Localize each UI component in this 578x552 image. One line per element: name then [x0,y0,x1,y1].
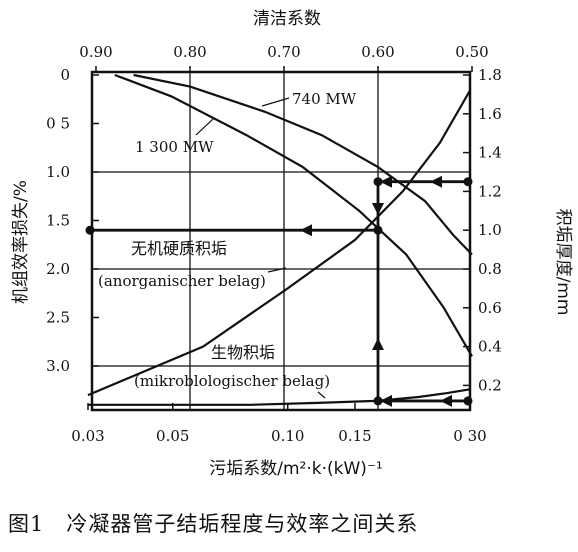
y-left-tick-label: 3.0 [46,357,70,375]
guide-dot [463,396,473,406]
label-bio-leader [317,391,326,399]
figure-caption: 图1 冷凝器管子结垢程度与效率之间关系 [8,512,419,536]
arrow-left-icon [380,394,392,407]
y-left-tick-label: 0 5 [46,115,70,133]
x-bottom-tick-label: 0.15 [338,427,371,445]
y-right-tick-label: 0.4 [478,338,502,356]
series-1300mw-line [114,73,473,357]
plot-frame [90,70,472,412]
guide-dot [373,225,383,235]
label-inorganic-leader [267,267,287,273]
y-right-tick-label: 1.0 [478,221,502,239]
guide-dot [373,396,383,406]
guide-dot [463,177,473,187]
guide-dot [85,225,95,235]
series-inorganic-scale-line [87,89,471,397]
y-right-axis-title: 积垢厚度/mm [553,209,573,316]
guide-dot [373,177,383,187]
x-bottom-tick-label: 0 30 [453,427,486,445]
label-inorganic-scale-cn: 无机硬质积垢 [131,239,227,258]
series-740mw-line [133,73,473,256]
label-740mw: 740 MW [292,90,357,108]
y-left-tick-label: 0 [60,66,70,84]
x-bottom-tick-label: 0.10 [271,427,304,445]
arrow-left-icon [380,175,392,188]
y-right-tick-label: 0.2 [478,376,502,394]
y-right-tick-label: 0.6 [478,299,502,317]
y-right-tick-label: 0.8 [478,260,502,278]
y-right-tick-label: 1.4 [478,144,502,162]
y-right-tick-label: 1.2 [478,182,502,200]
y-left-tick-label: 2.5 [46,309,70,327]
series-bio-scale-line [88,388,471,406]
arrow-left-icon [430,175,442,188]
x-top-tick-label: 0.70 [267,43,300,61]
y-right-tick-label: 1.8 [478,66,502,84]
y-left-tick-label: 1.5 [46,212,70,230]
x-top-tick-label: 0.80 [173,43,206,61]
arrow-up-icon [372,338,384,350]
x-top-tick-label: 0.90 [79,43,112,61]
x-top-tick-label: 0.50 [455,43,488,61]
x-top-tick-label: 0.60 [361,43,394,61]
arrow-down-icon [372,203,384,215]
label-1300mw: 1 300 MW [135,138,214,156]
y-right-tick-label: 1.6 [478,105,502,123]
y-left-tick-label: 2.0 [46,260,70,278]
x-top-axis-title: 清洁系数 [253,9,321,29]
x-bottom-axis-title: 污垢系数/m²·k·(kW)⁻¹ [209,459,382,479]
x-bottom-tick-label: 0.03 [71,427,104,445]
label-1300mw-leader [195,117,215,136]
x-bottom-tick-label: 0.05 [156,427,189,445]
arrow-left-icon [300,224,312,237]
y-left-axis-title: 机组效率损失/% [11,180,31,304]
label-bio-scale-de: (mikroblologischer belag) [134,372,330,390]
y-left-tick-label: 1.0 [46,163,70,181]
arrow-left-icon [440,394,452,407]
label-740mw-leader [261,97,290,107]
label-bio-scale-cn: 生物积垢 [211,343,275,362]
label-inorganic-scale-de: (anorganischer belag) [98,272,266,290]
